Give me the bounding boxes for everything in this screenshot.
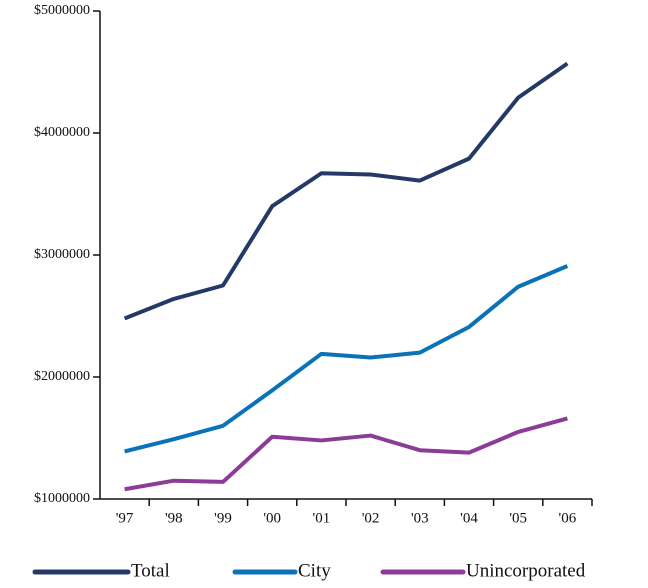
legend-label: Unincorporated [466,560,586,581]
legend-label: Total [131,560,170,581]
y-tick-label: $2000000 [34,369,90,384]
x-tick-label: '03 [411,510,429,526]
x-tick-label: '04 [460,510,478,526]
legend-label: City [298,560,331,581]
x-tick-label: '97 [116,510,134,526]
x-tick-label: '00 [263,510,281,526]
y-tick-label: $4000000 [34,125,90,140]
line-series [124,264,569,454]
y-tick-label: $5000000 [34,3,90,18]
y-tick-label: $1000000 [34,491,90,506]
x-tick-label: '99 [214,510,232,526]
y-tick-label: $3000000 [34,247,90,262]
x-tick-label: '06 [559,510,577,526]
line-series [124,416,568,492]
x-tick-label: '02 [362,510,380,526]
x-tick-label: '01 [313,510,331,526]
line-series [123,61,569,321]
x-tick-label: '98 [165,510,183,526]
x-tick-label: '05 [509,510,527,526]
